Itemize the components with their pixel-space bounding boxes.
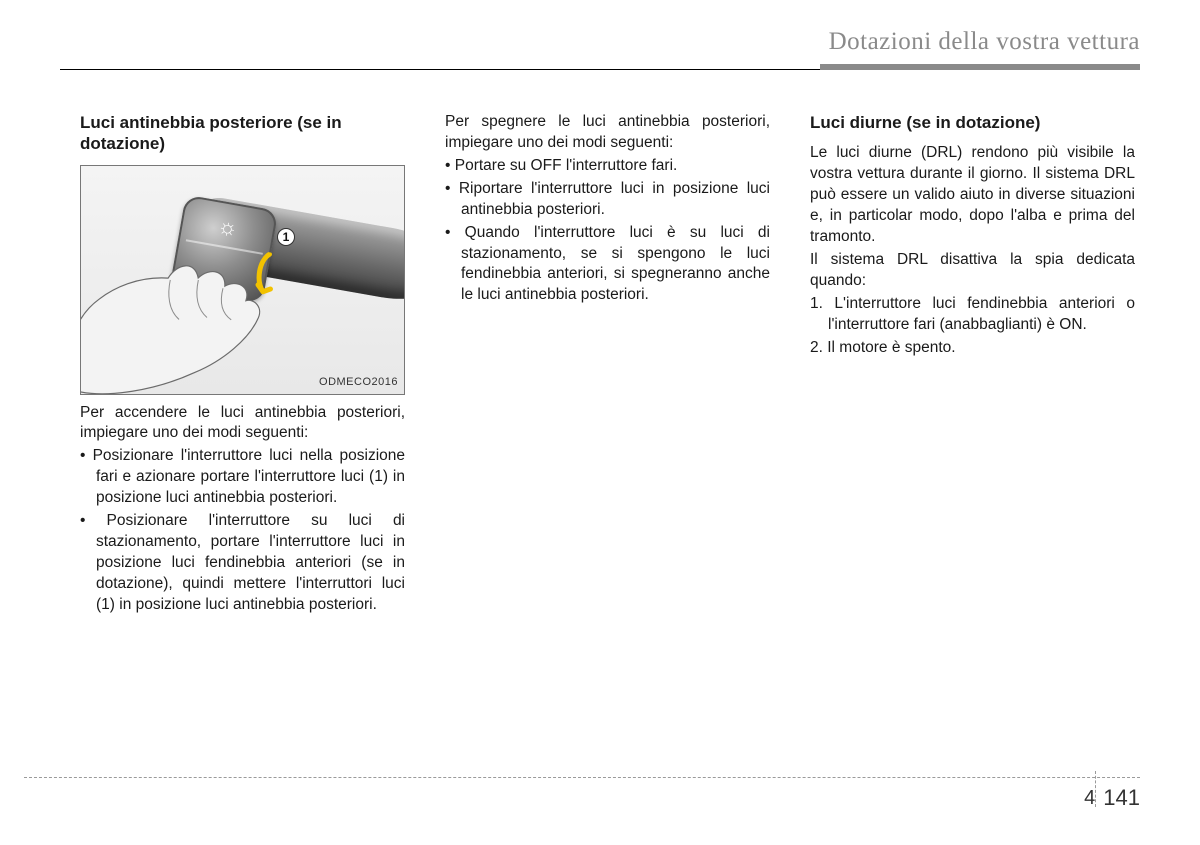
chapter-title: Dotazioni della vostra vettura — [80, 28, 1140, 56]
list-item: Posizionare l'interruttore su luci di st… — [80, 511, 405, 616]
list-item: 1. L'interruttore luci fendinebbia anter… — [810, 294, 1135, 336]
column-1: Luci antinebbia posteriore (se in dotazi… — [80, 112, 405, 618]
list-item: Riportare l'interruttore luci in posizio… — [445, 179, 770, 221]
page-number: 4 141 — [1084, 785, 1140, 811]
col1-intro: Per accendere le luci antinebbia posteri… — [80, 403, 405, 445]
figure-reference: ODMECO2016 — [319, 375, 398, 390]
manual-page: Dotazioni della vostra vettura Luci anti… — [0, 0, 1200, 845]
list-item: Quando l'interruttore luci è su luci di … — [445, 223, 770, 307]
footer-dashed-rule — [24, 777, 1140, 778]
column-3: Luci diurne (se in dotazione) Le luci di… — [810, 112, 1135, 618]
list-item: 2. Il motore è spento. — [810, 338, 1135, 359]
list-item: Portare su OFF l'interruttore fari. — [445, 156, 770, 177]
column-2: Per spegnere le luci antinebbia posterio… — [445, 112, 770, 618]
content-columns: Luci antinebbia posteriore (se in dotazi… — [80, 112, 1140, 618]
page-footer: 4 141 — [0, 777, 1200, 817]
headlamp-icon: ☼ — [215, 210, 240, 243]
drl-para-1: Le luci diurne (DRL) rendono più visibil… — [810, 143, 1135, 248]
stalk-figure: ☼ 1 ODMECO2016 — [80, 165, 405, 395]
hand-illustration — [80, 236, 286, 394]
rear-fog-heading: Luci antinebbia posteriore (se in dotazi… — [80, 112, 405, 155]
col1-bullets: Posizionare l'interruttore luci nella po… — [80, 446, 405, 615]
header-accent-bar — [820, 64, 1140, 70]
col2-bullets: Portare su OFF l'interruttore fari. Ripo… — [445, 156, 770, 306]
chapter-number: 4 — [1084, 787, 1095, 810]
col2-intro: Per spegnere le luci antinebbia posterio… — [445, 112, 770, 154]
callout-1: 1 — [277, 228, 295, 246]
page-header: Dotazioni della vostra vettura — [80, 28, 1140, 70]
drl-para-2: Il sistema DRL disattiva la spia dedicat… — [810, 250, 1135, 292]
page-number-value: 141 — [1103, 785, 1140, 811]
list-item: Posizionare l'interruttore luci nella po… — [80, 446, 405, 509]
drl-heading: Luci diurne (se in dotazione) — [810, 112, 1135, 133]
drl-num-list: 1. L'interruttore luci fendinebbia anter… — [810, 294, 1135, 359]
